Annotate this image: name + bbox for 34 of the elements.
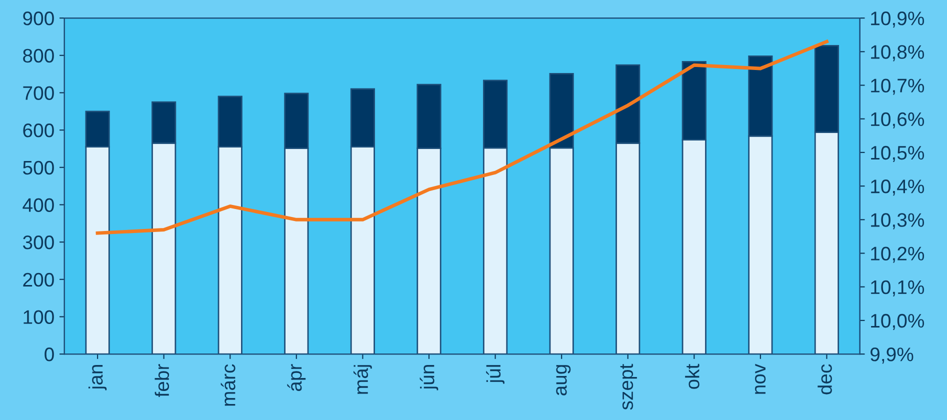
y2-tick-label: 10,2% [871, 246, 924, 263]
y-tick-label: 400 [22, 198, 54, 212]
y-tick-label: 300 [22, 236, 54, 250]
y2-tick-label: 9,9% [870, 348, 914, 364]
y2-tick-label: 10,5% [871, 146, 924, 162]
y-tick-label: 100 [24, 310, 54, 324]
x-tick-label: jan [88, 365, 107, 390]
x-tick-label: dec [818, 364, 832, 394]
x-tick-label: jún [420, 365, 438, 390]
x-tick-label: febr [154, 364, 170, 398]
y2-tick-label: 10,1% [871, 280, 924, 296]
y-tick-label: 700 [23, 86, 54, 100]
line-series [96, 40, 828, 235]
x-tick-label: júl [486, 365, 504, 384]
x-tick-label: márc [220, 364, 236, 406]
x-tick-label: nov [755, 364, 766, 394]
y-tick-label: 200 [23, 272, 54, 287]
y-tick-label: 0 [44, 348, 54, 362]
x-tick-label: szept [620, 364, 637, 410]
y2-tick-label: 10,9% [871, 12, 924, 28]
x-tick-label: máj [354, 365, 372, 394]
y-tick-label: 900 [23, 12, 54, 26]
y-tick-label: 500 [23, 160, 54, 175]
y2-tick-label: 10,3% [871, 213, 924, 230]
y2-tick-label: 10,4% [871, 180, 924, 196]
x-tick-label: aug [556, 365, 571, 396]
y2-tick-label: 10,0% [871, 314, 924, 330]
x-tick-label: okt [685, 364, 700, 389]
y2-tick-label: 10,6% [871, 112, 924, 128]
y2-tick-label: 10,7% [871, 78, 924, 95]
y-tick-label: 800 [23, 48, 54, 63]
y2-tick-label: 10,8% [871, 45, 924, 62]
y-tick-label: 600 [23, 124, 54, 138]
x-tick-label: ápr [287, 364, 306, 392]
